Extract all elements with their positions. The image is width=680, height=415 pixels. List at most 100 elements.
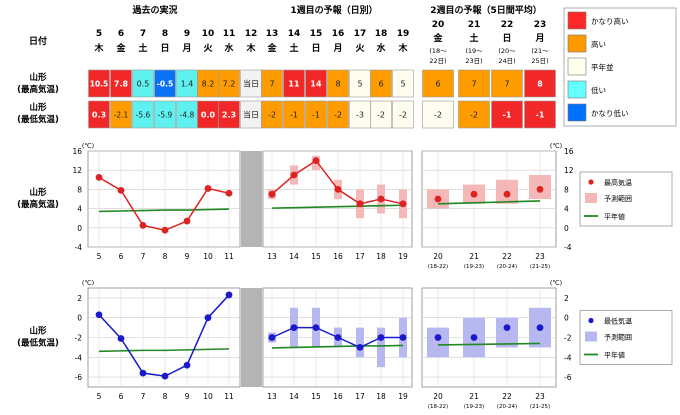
header-week1: 1週目の予報（日別） [290,4,377,16]
legend-swatch [567,57,587,76]
w2-min-cell-bg [422,100,454,129]
max-cell-bg [218,69,240,98]
data-point [356,344,364,351]
legend-swatch [567,11,587,30]
w2-normal-line [437,342,541,346]
w2-max-cell: 7 [504,80,509,89]
weekday: 火 [203,43,213,54]
w2-range-end: 23日) [465,57,482,65]
w2-xtick-sub: (18-22) [428,404,448,410]
data-point [95,174,103,181]
xtick: 13 [267,392,277,401]
legend-swatch [567,103,587,122]
xtick: 7 [141,252,146,261]
min-cell: -5.9 [158,111,173,120]
row-label-max: 山形 [29,72,47,83]
w2-data-point [434,334,442,341]
weekday: 木 [397,42,408,54]
unit-right: (℃) [550,142,562,150]
weekday: 金 [115,42,126,54]
w2-range-bar [427,327,449,358]
data-point [290,324,298,331]
legend-point-label: 最高気温 [604,178,632,187]
data-point [399,200,407,208]
day-number: 12 [245,29,258,39]
day-number: 6 [118,29,124,39]
max-cell: 7.8 [114,80,129,89]
day-number: 7 [140,29,146,39]
data-point [117,335,125,342]
data-point [204,314,212,322]
w2-xtick-sub: (21-25) [530,404,550,410]
xtick: 5 [97,252,102,261]
max-cell: 14 [310,80,322,89]
xtick: 19 [398,392,408,401]
xtick: 11 [224,392,234,401]
ytick-right: -4 [564,353,572,362]
xtick: 5 [97,392,102,401]
xtick: 11 [224,252,234,261]
data-point [225,189,233,197]
today-band [241,151,262,247]
xtick: 8 [163,392,168,401]
ytick-right: 12 [564,166,574,175]
w2-max-cell: 7 [471,80,476,89]
max-cell-bg [261,69,283,98]
data-point [183,217,191,225]
w2-range: (21〜 [531,47,549,55]
w2-min-cell-bg [491,100,523,129]
min-cell: -4.8 [180,111,195,120]
weekday: 土 [289,42,298,54]
max-cell-bg [283,69,305,98]
legend-range-icon [585,331,597,342]
max-cell: 6 [378,80,383,89]
w2-data-point [536,324,544,331]
max-cell-bg [392,69,414,98]
day-number: 8 [162,29,168,39]
ytick-left: 0 [77,314,82,323]
min-cell-bg [392,100,414,129]
ytick-left: 16 [72,147,82,156]
w2-range: (18〜 [429,47,447,55]
legend-label: 低い [591,85,606,95]
ytick-right: -2 [564,334,572,343]
ytick-right: 2 [564,294,569,303]
data-point [377,195,385,203]
data-point [161,372,169,380]
chart-label-sub: (最低気温) [17,338,59,349]
max-cell: -0.5 [157,80,173,89]
w2-min-cell: -2 [434,111,442,120]
w2-xtick-sub: (20-24) [497,264,517,270]
min-cell-bg [132,100,154,129]
w2-min-cell: -2 [470,111,478,120]
max-cell-bg [370,69,392,98]
w2-range-end: 24日) [498,57,515,65]
ytick-left: -4 [75,243,83,252]
data-point [225,291,233,299]
data-point [268,334,276,341]
w2-xtick-sub: (19-23) [464,404,484,410]
today-band [241,288,262,387]
w2-max-cell-bg [524,69,556,98]
w2-xtick: 20 [433,252,443,261]
max-cell-bg [88,69,110,98]
min-cell: -5.6 [136,111,151,120]
w2-normal-line [437,200,541,205]
xtick: 18 [376,392,386,401]
w2-xtick: 20 [433,392,443,401]
ytick-left: 12 [72,166,82,175]
w2-data-point [503,190,511,198]
w2-range-end: 22日) [429,57,446,65]
xtick: 15 [311,252,321,261]
header-week2: 2週目の予報（5日間平均） [430,4,542,16]
max-cell: 0.5 [137,80,150,89]
w2-max-cell-bg [491,69,523,98]
row-label-min-sub: (最低気温) [17,114,59,125]
max-cell: 当日 [243,79,259,89]
chart-label-sub: (最高気温) [17,199,59,210]
w2-day-number: 21 [468,20,481,30]
data-point [399,334,407,341]
xtick: 16 [333,252,343,261]
